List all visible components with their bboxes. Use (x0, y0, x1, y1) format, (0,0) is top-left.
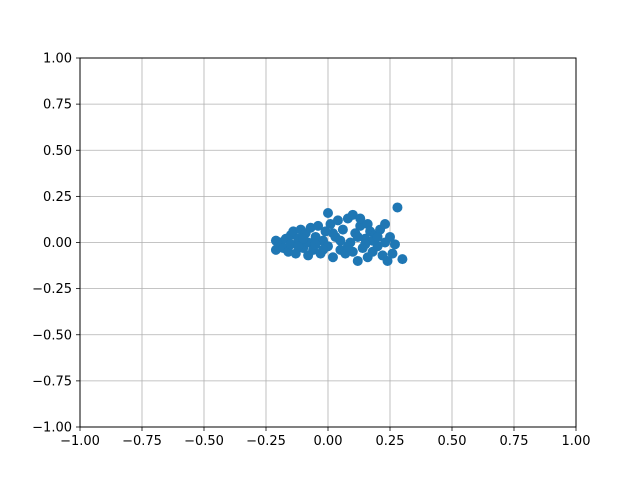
x-tick-label: −0.50 (184, 434, 224, 449)
y-tick-label: 1.00 (43, 52, 72, 67)
scatter-point (372, 231, 383, 242)
x-tick-label: −0.75 (122, 434, 162, 449)
scatter-point (392, 202, 403, 213)
scatter-points (270, 202, 408, 266)
scatter-point (347, 209, 358, 220)
scatter-point (389, 239, 400, 250)
y-tick-label: −0.50 (32, 328, 72, 343)
scatter-point (360, 239, 371, 250)
scatter-point (310, 239, 321, 250)
scatter-point (332, 215, 343, 226)
scatter-point (380, 219, 391, 230)
y-tick-label: 0.50 (43, 144, 72, 159)
y-tick-label: 0.75 (43, 98, 72, 113)
x-tick-label: −0.25 (246, 434, 286, 449)
scatter-point (382, 255, 393, 266)
scatter-point (293, 241, 304, 252)
scatter-point (352, 255, 363, 266)
y-tick-label: 0.00 (43, 236, 72, 251)
scatter-point (325, 219, 336, 230)
scatter-point (335, 235, 346, 246)
scatter-point (342, 241, 353, 252)
scatter-point (355, 213, 366, 224)
scatter-point (323, 207, 333, 218)
scatter-point (397, 254, 408, 265)
scatter-point (327, 228, 338, 239)
scatter-point (337, 224, 348, 235)
x-tick-label: 0.75 (500, 434, 529, 449)
x-tick-label: 0.50 (438, 434, 467, 449)
scatter-point (310, 231, 321, 242)
y-tick-label: −1.00 (32, 421, 72, 436)
y-tick-label: −0.75 (32, 374, 72, 389)
x-axis-ticks: −1.00 −0.75 −0.50 −0.25 0.00 0.25 0.50 0.75 1.00 (60, 427, 590, 449)
scatter-point (385, 231, 395, 242)
scatter-point (327, 252, 338, 263)
scatter-point (387, 248, 398, 259)
grid-lines (79, 57, 577, 428)
x-tick-label: −1.00 (60, 434, 100, 449)
scatter-point (313, 220, 324, 231)
y-tick-label: −0.25 (32, 282, 72, 297)
scatter-point (298, 233, 309, 244)
y-tick-label: 0.25 (43, 190, 72, 205)
x-tick-label: 1.00 (562, 434, 591, 449)
x-tick-label: 0.25 (376, 434, 405, 449)
scatter-point (318, 244, 329, 255)
y-axis-ticks: −1.00 −0.75 −0.50 −0.25 0.00 0.25 0.50 0.75 1.00 (32, 52, 80, 436)
scatter-point (352, 231, 363, 242)
x-tick-label: 0.00 (314, 434, 343, 449)
